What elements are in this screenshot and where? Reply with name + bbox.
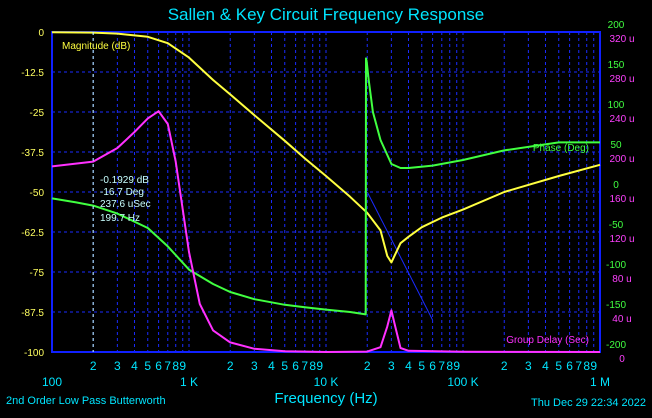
x-minor-tick-label: 5 <box>418 359 425 373</box>
cursor-readout: -0.1929 dB -16.7 Deg 237.6 uSec 199.7 Hz <box>100 175 151 224</box>
x-minor-tick-label: 3 <box>251 359 258 373</box>
x-minor-tick-label: 9 <box>453 359 460 373</box>
x-minor-tick-label: 4 <box>131 359 138 373</box>
y-tick-label-magnitude: 0 <box>38 28 44 39</box>
y-tick-label-phase: -200 <box>606 340 626 351</box>
y-tick-label-magnitude: -62.5 <box>21 228 44 239</box>
y-tick-label-delay: 80 u <box>612 274 631 285</box>
group-delay-line <box>51 110 601 353</box>
y-tick-label-phase: 50 <box>610 140 622 151</box>
x-tick-label: 1 M <box>590 375 610 389</box>
x-minor-tick-label: 7 <box>301 359 308 373</box>
y-tick-label-magnitude: -100 <box>24 348 44 359</box>
grid <box>51 32 600 352</box>
x-minor-tick-label: 7 <box>438 359 445 373</box>
x-tick-label: 10 K <box>314 375 339 389</box>
x-minor-tick-label: 4 <box>268 359 275 373</box>
phase-line <box>51 57 600 316</box>
x-minor-tick-label: 6 <box>566 359 573 373</box>
magnitude-line <box>51 31 601 264</box>
legend-phase: Phase (Deg) <box>533 143 589 154</box>
x-minor-tick-label: 8 <box>172 359 179 373</box>
x-minor-tick-label: 2 <box>364 359 371 373</box>
y-tick-label-magnitude: -50 <box>30 188 45 199</box>
y-tick-label-delay: 120 u <box>609 234 634 245</box>
y-tick-label-delay: 40 u <box>612 314 631 325</box>
x-minor-tick-label: 9 <box>316 359 323 373</box>
x-minor-tick-label: 3 <box>525 359 532 373</box>
x-minor-tick-label: 9 <box>179 359 186 373</box>
y-tick-label-magnitude: -87.5 <box>21 308 44 319</box>
y-tick-label-magnitude: -25 <box>30 108 45 119</box>
x-tick-label: 100 K <box>447 375 478 389</box>
y-tick-label-delay: 160 u <box>609 194 634 205</box>
x-minor-tick-label: 2 <box>227 359 234 373</box>
y-tick-label-delay: 200 u <box>609 154 634 165</box>
x-minor-tick-label: 9 <box>590 359 597 373</box>
x-minor-tick-label: 2 <box>501 359 508 373</box>
x-minor-tick-label: 8 <box>446 359 453 373</box>
y-tick-label-magnitude: -75 <box>30 268 45 279</box>
y-tick-label-magnitude: -37.5 <box>21 148 44 159</box>
legend-magnitude: Magnitude (dB) <box>62 41 130 52</box>
x-minor-tick-label: 6 <box>292 359 299 373</box>
y-tick-label-delay: 320 u <box>609 34 634 45</box>
y-tick-label-magnitude: -12.5 <box>21 68 44 79</box>
legend-group-delay: Group Delay (Sec) <box>506 335 589 346</box>
y-tick-label-phase: -50 <box>609 220 624 231</box>
readout-phase: -16.7 Deg <box>100 187 144 198</box>
x-minor-tick-label: 3 <box>114 359 121 373</box>
readout-magnitude: -0.1929 dB <box>100 175 149 186</box>
readout-delay: 237.6 uSec <box>100 199 151 210</box>
y-tick-label-delay: 280 u <box>609 74 634 85</box>
footer-timestamp: Thu Dec 29 22:34 2022 <box>531 397 646 409</box>
x-minor-tick-label: 5 <box>144 359 151 373</box>
x-minor-tick-label: 8 <box>309 359 316 373</box>
y-tick-label-delay: 240 u <box>609 114 634 125</box>
footer-description: 2nd Order Low Pass Butterworth <box>6 395 166 407</box>
x-minor-tick-label: 6 <box>155 359 162 373</box>
x-minor-tick-label: 8 <box>583 359 590 373</box>
x-minor-tick-label: 2 <box>90 359 97 373</box>
chart-title: Sallen & Key Circuit Frequency Response <box>168 5 485 24</box>
y-tick-label-phase: -100 <box>606 260 626 271</box>
x-minor-tick-label: 4 <box>542 359 549 373</box>
x-minor-tick-label: 5 <box>555 359 562 373</box>
y-tick-label-phase: 0 <box>613 180 619 191</box>
x-tick-label: 100 <box>42 375 62 389</box>
x-axis-label: Frequency (Hz) <box>274 390 377 407</box>
x-minor-tick-label: 7 <box>575 359 582 373</box>
y-tick-label-phase: 150 <box>608 60 625 71</box>
y-tick-label-phase: 200 <box>608 20 625 31</box>
series-layer <box>51 31 601 353</box>
y-tick-label-delay: 0 <box>619 354 625 365</box>
asymptote-line <box>366 191 434 321</box>
x-minor-tick-label: 6 <box>429 359 436 373</box>
readout-frequency: 199.7 Hz <box>100 213 140 224</box>
y-tick-label-phase: -150 <box>606 300 626 311</box>
x-minor-tick-label: 3 <box>388 359 395 373</box>
y-tick-label-phase: 100 <box>608 100 625 111</box>
x-minor-tick-label: 4 <box>405 359 412 373</box>
x-minor-tick-label: 5 <box>281 359 288 373</box>
x-minor-tick-label: 7 <box>164 359 171 373</box>
x-tick-label: 1 K <box>180 375 198 389</box>
